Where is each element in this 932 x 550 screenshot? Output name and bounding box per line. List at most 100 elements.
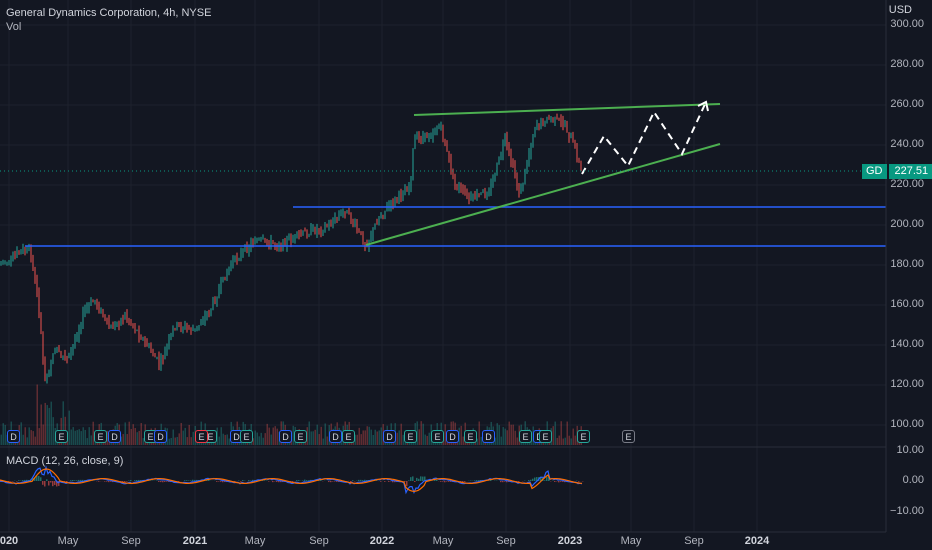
macd-histogram-bar	[162, 481, 164, 483]
volume-bar	[460, 425, 462, 445]
macd-histogram-bar	[104, 481, 106, 482]
volume-bar	[42, 424, 44, 445]
macd-histogram-bar	[166, 481, 168, 482]
earnings-marker[interactable]: E	[240, 430, 253, 443]
volume-bar	[424, 434, 426, 445]
volume-bar	[2, 423, 4, 445]
earnings-marker[interactable]: E	[55, 430, 68, 443]
volume-bar	[274, 426, 276, 445]
volume-bar	[266, 423, 268, 445]
macd-histogram-bar	[64, 481, 66, 482]
price-scale[interactable]: 300.00 280.00 260.00 240.00 220.00 200.0…	[886, 0, 932, 532]
volume-bar	[370, 429, 372, 445]
time-axis[interactable]: 020 May Sep 2021 May Sep 2022 May Sep 20…	[0, 532, 886, 550]
time-label: 2024	[744, 535, 770, 547]
volume-bar	[80, 431, 82, 445]
dividend-marker[interactable]: D	[383, 430, 396, 443]
macd-histogram-bar	[416, 477, 418, 481]
macd-histogram-bar	[558, 481, 560, 483]
volume-bar	[170, 437, 172, 445]
earnings-marker[interactable]: E	[294, 430, 307, 443]
macd-tick: 10.00	[896, 444, 924, 456]
dividend-marker[interactable]: D	[108, 430, 121, 443]
volume-bar	[512, 424, 514, 445]
volume-bar	[374, 429, 376, 445]
volume-bar	[82, 427, 84, 445]
earnings-marker[interactable]: E	[431, 430, 444, 443]
volume-bar	[420, 421, 422, 445]
macd-indicator	[0, 465, 584, 495]
macd-histogram-bar	[536, 477, 538, 481]
volume-bar	[558, 435, 560, 445]
earnings-marker[interactable]: E	[622, 430, 635, 443]
volume-bar	[378, 430, 380, 445]
macd-histogram-bar	[160, 481, 162, 483]
volume-bar	[226, 434, 228, 445]
macd-histogram-bar	[474, 480, 476, 481]
volume-label[interactable]: Vol	[6, 21, 22, 33]
dividend-marker[interactable]: D	[446, 430, 459, 443]
macd-histogram-bar	[192, 479, 194, 481]
dividend-marker[interactable]: D	[154, 430, 167, 443]
time-label: May	[244, 535, 266, 547]
volume-bar	[260, 432, 262, 445]
time-label: Sep	[496, 535, 516, 547]
macd-histogram-bar	[44, 481, 46, 487]
volume-bar	[140, 423, 142, 445]
earnings-marker[interactable]: E	[577, 430, 590, 443]
volume-bar	[222, 433, 224, 445]
volume-bar	[362, 430, 364, 445]
macd-histogram-bar	[78, 479, 80, 481]
volume-bar	[364, 430, 366, 445]
chart-grid	[0, 0, 886, 532]
macd-histogram-bar	[350, 481, 352, 483]
macd-histogram-bar	[406, 481, 408, 486]
dividend-marker[interactable]: D	[329, 430, 342, 443]
macd-histogram-bar	[248, 480, 250, 481]
price-tick: 260.00	[890, 98, 924, 110]
macd-histogram-bar	[444, 481, 446, 483]
volume-bar	[138, 430, 140, 445]
earnings-marker[interactable]: E	[404, 430, 417, 443]
volume-bar	[136, 432, 138, 445]
volume-bar	[400, 423, 402, 445]
macd-histogram-bar	[134, 480, 136, 481]
earnings-marker[interactable]: E	[464, 430, 477, 443]
volume-bar	[132, 424, 134, 445]
macd-histogram-bar	[24, 479, 26, 481]
volume-bar	[48, 407, 50, 445]
macd-histogram-bar	[124, 481, 126, 483]
volume-bar	[34, 436, 36, 445]
earnings-marker[interactable]: E	[195, 430, 208, 443]
price-tick: 160.00	[890, 298, 924, 310]
volume-bar	[556, 437, 558, 445]
symbol-title[interactable]: General Dynamics Corporation, 4h, NYSE	[6, 7, 212, 19]
macd-histogram-bar	[240, 481, 242, 482]
earnings-marker[interactable]: E	[94, 430, 107, 443]
volume-bar	[354, 434, 356, 445]
earnings-marker[interactable]: E	[519, 430, 532, 443]
volume-bar	[478, 421, 480, 445]
macd-histogram-bar	[54, 481, 56, 485]
price-tick: 220.00	[890, 178, 924, 190]
dividend-marker[interactable]: D	[7, 430, 20, 443]
dividend-marker[interactable]: D	[482, 430, 495, 443]
volume-bar	[320, 426, 322, 445]
earnings-marker[interactable]: E	[342, 430, 355, 443]
dividend-marker[interactable]: D	[279, 430, 292, 443]
macd-histogram-bar	[220, 481, 222, 482]
macd-histogram-bar	[158, 481, 160, 482]
volume-bar	[428, 432, 430, 445]
volume-bar	[444, 424, 446, 445]
macd-histogram-bar	[338, 481, 340, 483]
macd-histogram-bar	[358, 479, 360, 481]
macd-label[interactable]: MACD (12, 26, close, 9)	[6, 455, 124, 467]
volume-bar	[4, 424, 6, 445]
earnings-marker[interactable]: E	[539, 430, 552, 443]
volume-bar	[76, 430, 78, 445]
macd-histogram-bar	[404, 481, 406, 482]
volume-bar	[498, 425, 500, 445]
macd-histogram-bar	[364, 479, 366, 481]
volume-bar	[252, 438, 254, 445]
